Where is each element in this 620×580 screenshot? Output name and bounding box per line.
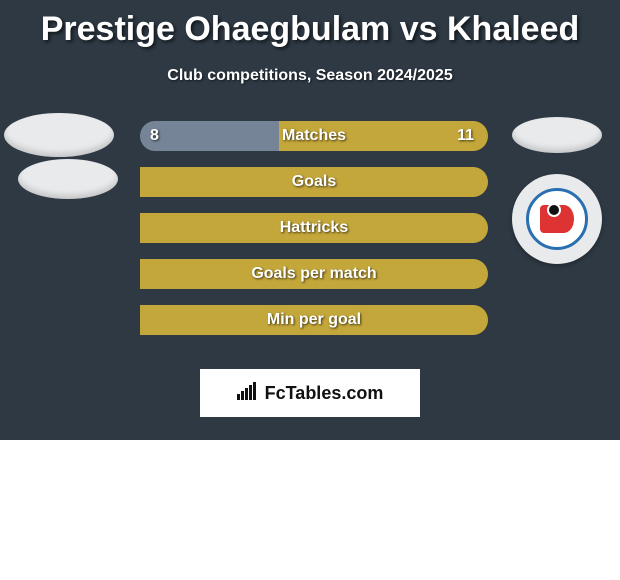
bar-right (140, 167, 488, 197)
player-left-badge (18, 159, 118, 199)
player-right-club-crest (512, 174, 602, 264)
value-right: 11 (457, 121, 474, 151)
stat-row-matches: 8 Matches 11 (0, 121, 620, 167)
bar-track (140, 305, 488, 335)
value-left: 8 (150, 121, 159, 151)
page-title: Prestige Ohaegbulam vs Khaleed (0, 0, 620, 49)
lower-white-region (0, 440, 620, 580)
bar-track (140, 167, 488, 197)
bar-right (140, 305, 488, 335)
bar-track (140, 121, 488, 151)
watermark-text: FcTables.com (265, 383, 384, 404)
bar-track (140, 259, 488, 289)
player-left-badge (4, 113, 114, 157)
bar-left (140, 121, 279, 151)
chart-bars-icon (237, 382, 259, 405)
stat-row-goals-per-match: Goals per match (0, 259, 620, 305)
bar-right (140, 259, 488, 289)
crest-icon (526, 188, 588, 250)
stat-row-min-per-goal: Min per goal (0, 305, 620, 351)
bar-track (140, 213, 488, 243)
player-right-badge-pill (512, 117, 602, 153)
bar-right (140, 213, 488, 243)
subtitle: Club competitions, Season 2024/2025 (0, 67, 620, 85)
watermark: FcTables.com (200, 369, 420, 417)
